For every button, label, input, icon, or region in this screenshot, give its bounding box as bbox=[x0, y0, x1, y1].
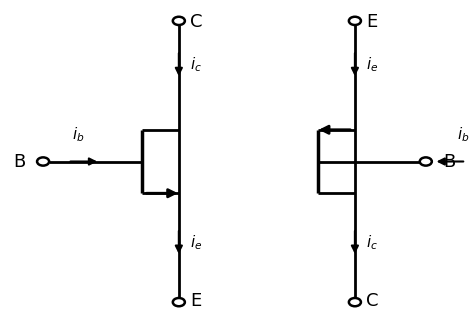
Text: B: B bbox=[14, 152, 26, 171]
Text: $i_b$: $i_b$ bbox=[457, 125, 469, 144]
Text: E: E bbox=[191, 292, 201, 310]
Text: $i_c$: $i_c$ bbox=[366, 233, 378, 252]
Text: $i_b$: $i_b$ bbox=[72, 125, 85, 144]
Text: $i_e$: $i_e$ bbox=[366, 55, 379, 74]
Text: C: C bbox=[191, 13, 203, 31]
Text: $i_e$: $i_e$ bbox=[191, 233, 203, 252]
Text: C: C bbox=[366, 292, 379, 310]
Text: E: E bbox=[366, 13, 378, 31]
Text: $i_c$: $i_c$ bbox=[191, 55, 202, 74]
Text: B: B bbox=[443, 152, 455, 171]
